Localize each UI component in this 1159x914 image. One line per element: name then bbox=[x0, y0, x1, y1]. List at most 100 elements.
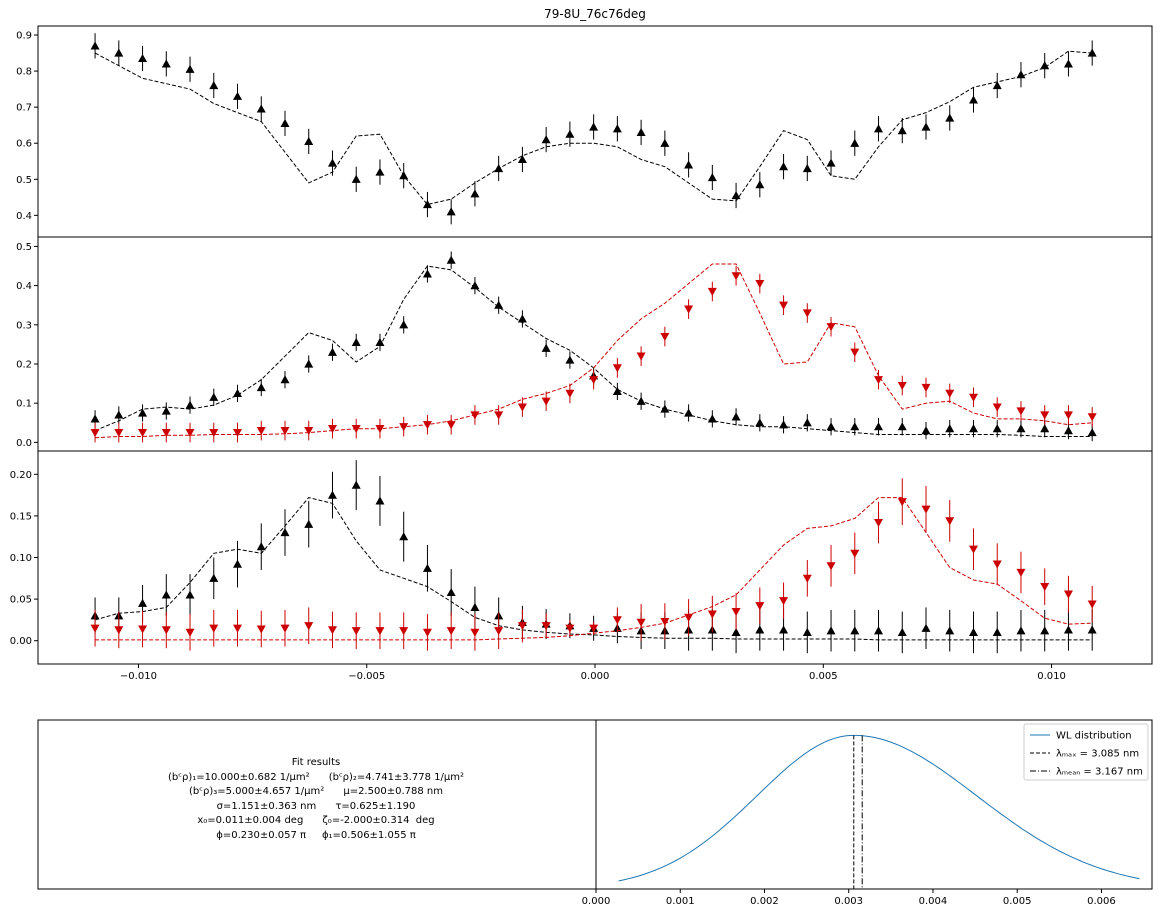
data-point bbox=[921, 623, 931, 632]
data-point bbox=[826, 562, 836, 571]
fit-curve bbox=[94, 265, 1093, 437]
data-point bbox=[1063, 590, 1073, 599]
data-point bbox=[517, 622, 527, 631]
data-point bbox=[992, 81, 1002, 90]
data-point bbox=[327, 347, 337, 356]
fit-results-line: (bᶜρ)₃=5.000±4.657 1/μm² μ=2.500±0.788 n… bbox=[189, 786, 443, 797]
data-point bbox=[1040, 626, 1050, 635]
data-point bbox=[209, 573, 219, 582]
data-point bbox=[90, 428, 100, 438]
data-point bbox=[565, 624, 575, 633]
data-point bbox=[874, 124, 884, 133]
data-point bbox=[209, 392, 219, 401]
data-point bbox=[446, 255, 456, 264]
data-point bbox=[660, 404, 670, 413]
data-point bbox=[280, 624, 290, 633]
data-point bbox=[992, 403, 1002, 412]
data-point bbox=[1016, 626, 1026, 635]
data-point bbox=[161, 59, 171, 68]
data-point bbox=[351, 627, 361, 636]
data-point bbox=[636, 352, 646, 361]
x-tick-label: −0.005 bbox=[348, 671, 385, 682]
data-point bbox=[90, 41, 100, 50]
data-point bbox=[826, 626, 836, 635]
data-point bbox=[470, 628, 480, 637]
data-point bbox=[351, 480, 361, 489]
data-point bbox=[874, 422, 884, 431]
data-point bbox=[327, 425, 337, 434]
x-tick-label: 0.000 bbox=[582, 896, 611, 907]
data-point bbox=[399, 423, 409, 432]
data-point bbox=[779, 625, 789, 634]
data-point bbox=[304, 427, 314, 436]
data-point bbox=[209, 624, 219, 633]
data-point bbox=[209, 428, 219, 438]
data-point bbox=[470, 602, 480, 612]
data-point bbox=[755, 625, 765, 634]
data-point bbox=[945, 626, 955, 635]
data-point bbox=[209, 81, 219, 90]
fit-results-line: (bᶜρ)₁=10.000±0.682 1/μm² (bᶜρ)₂=4.741±3… bbox=[168, 771, 464, 783]
data-point bbox=[636, 396, 646, 405]
data-point bbox=[1087, 413, 1097, 422]
fit-results-line: x₀=0.011±0.004 deg ζ₀=-2.000±0.314 deg bbox=[197, 815, 435, 826]
data-point bbox=[422, 563, 432, 572]
data-point bbox=[1016, 424, 1026, 433]
data-point bbox=[114, 626, 124, 635]
y-tick-label: 0.15 bbox=[10, 511, 32, 522]
y-tick-label: 0.3 bbox=[16, 320, 32, 331]
data-point bbox=[375, 496, 385, 505]
data-point bbox=[470, 189, 480, 198]
data-point bbox=[1087, 600, 1097, 609]
data-point bbox=[968, 424, 978, 433]
data-point bbox=[565, 129, 575, 138]
y-tick-label: 0.20 bbox=[10, 470, 32, 481]
y-tick-label: 0.8 bbox=[16, 67, 32, 78]
data-point bbox=[327, 626, 337, 635]
axes-frame bbox=[37, 25, 1153, 238]
data-point bbox=[897, 126, 907, 135]
data-point bbox=[731, 272, 741, 281]
y-tick-label: 0.5 bbox=[16, 242, 32, 253]
data-point bbox=[921, 505, 931, 514]
axes-frame bbox=[37, 450, 1153, 665]
data-point bbox=[945, 517, 955, 526]
data-point bbox=[233, 91, 243, 100]
data-point bbox=[1063, 411, 1073, 420]
y-tick-label: 0.0 bbox=[16, 438, 32, 449]
data-point bbox=[256, 625, 266, 634]
data-point bbox=[233, 388, 243, 397]
data-point bbox=[731, 191, 741, 200]
data-point bbox=[1063, 59, 1073, 68]
data-point bbox=[921, 426, 931, 435]
data-point bbox=[233, 428, 243, 438]
data-point bbox=[399, 532, 409, 541]
data-point bbox=[185, 590, 195, 599]
x-tick-label: 0.010 bbox=[1037, 671, 1066, 682]
data-point bbox=[731, 627, 741, 636]
y-tick-label: 0.00 bbox=[10, 636, 32, 647]
x-tick-label: 0.003 bbox=[834, 896, 863, 907]
data-point bbox=[992, 560, 1002, 569]
data-point bbox=[968, 95, 978, 104]
data-point bbox=[755, 280, 765, 289]
y-tick-label: 0.4 bbox=[16, 211, 32, 222]
data-point bbox=[612, 616, 622, 625]
chart-panel-3: 0.00 0.05 0.10 0.15 0.20 −0.010 −0.005 0.000 0.0… bbox=[10, 450, 1153, 682]
data-point bbox=[660, 617, 670, 627]
data-point bbox=[755, 602, 765, 611]
data-point bbox=[684, 160, 694, 169]
data-point bbox=[826, 422, 836, 431]
data-point bbox=[897, 381, 907, 391]
data-point bbox=[256, 383, 266, 392]
data-point bbox=[138, 428, 148, 438]
data-point bbox=[304, 519, 314, 528]
data-point bbox=[256, 104, 266, 113]
axes-frame bbox=[595, 719, 1153, 890]
data-point bbox=[375, 167, 385, 176]
data-point bbox=[138, 625, 148, 634]
data-point bbox=[399, 171, 409, 180]
data-point bbox=[161, 428, 171, 438]
data-point bbox=[1040, 583, 1050, 592]
data-point bbox=[660, 332, 670, 342]
